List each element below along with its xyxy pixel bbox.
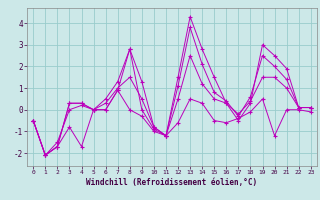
X-axis label: Windchill (Refroidissement éolien,°C): Windchill (Refroidissement éolien,°C) [86,178,258,187]
